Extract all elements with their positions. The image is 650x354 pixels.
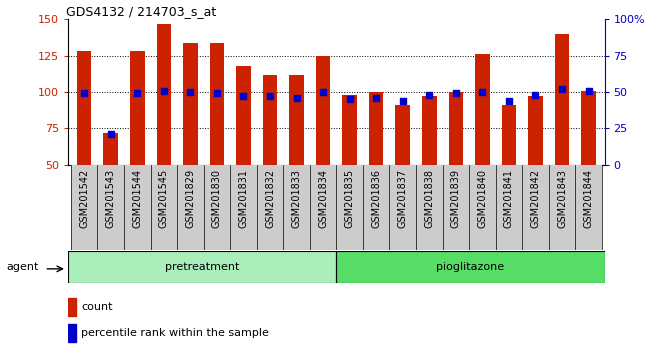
Point <box>477 89 488 95</box>
Text: percentile rank within the sample: percentile rank within the sample <box>81 328 269 338</box>
Text: GSM201542: GSM201542 <box>79 169 89 228</box>
Point <box>583 88 593 93</box>
Bar <box>77 51 92 165</box>
Bar <box>183 43 198 165</box>
Bar <box>337 165 363 250</box>
Text: GSM201830: GSM201830 <box>212 169 222 228</box>
Text: GSM201844: GSM201844 <box>584 169 593 228</box>
Text: GSM201842: GSM201842 <box>530 169 541 228</box>
Point <box>79 91 90 96</box>
Bar <box>575 165 602 250</box>
Bar <box>151 165 177 250</box>
Bar <box>363 165 389 250</box>
Bar <box>581 91 596 165</box>
Text: GSM201840: GSM201840 <box>477 169 488 228</box>
Bar <box>130 51 144 165</box>
Text: pretreatment: pretreatment <box>165 262 239 272</box>
Bar <box>98 165 124 250</box>
Bar <box>475 54 489 165</box>
Point <box>371 95 382 101</box>
Point <box>265 93 275 99</box>
Point <box>105 131 116 137</box>
Point <box>185 89 196 95</box>
Point <box>398 98 408 104</box>
Text: pioglitazone: pioglitazone <box>436 262 504 272</box>
Text: GSM201829: GSM201829 <box>185 169 196 228</box>
Text: GSM201837: GSM201837 <box>398 169 408 228</box>
Point <box>132 91 142 96</box>
Bar <box>395 105 410 165</box>
Text: GSM201834: GSM201834 <box>318 169 328 228</box>
Bar <box>283 165 310 250</box>
Bar <box>369 92 384 165</box>
Text: GDS4132 / 214703_s_at: GDS4132 / 214703_s_at <box>66 5 216 18</box>
Text: GSM201832: GSM201832 <box>265 169 275 228</box>
Bar <box>124 165 151 250</box>
Text: GSM201843: GSM201843 <box>557 169 567 228</box>
Bar <box>416 165 443 250</box>
Point <box>450 91 461 96</box>
Bar <box>209 43 224 165</box>
Text: GSM201543: GSM201543 <box>106 169 116 228</box>
Text: GSM201839: GSM201839 <box>451 169 461 228</box>
Text: GSM201835: GSM201835 <box>344 169 355 228</box>
Point <box>318 89 328 95</box>
Point <box>424 92 434 98</box>
Text: agent: agent <box>6 262 39 272</box>
Bar <box>522 165 549 250</box>
Bar <box>236 66 251 165</box>
Bar <box>203 165 230 250</box>
Bar <box>496 165 522 250</box>
Bar <box>422 96 437 165</box>
Text: count: count <box>81 302 112 312</box>
Point <box>239 93 249 99</box>
Bar <box>316 56 330 165</box>
Bar <box>68 298 76 316</box>
Bar <box>343 95 357 165</box>
Text: GSM201838: GSM201838 <box>424 169 434 228</box>
Bar <box>469 165 496 250</box>
Bar <box>257 165 283 250</box>
Text: GSM201836: GSM201836 <box>371 169 381 228</box>
Bar <box>554 34 569 165</box>
Bar <box>68 251 337 283</box>
Bar <box>157 24 171 165</box>
Text: GSM201841: GSM201841 <box>504 169 514 228</box>
Bar <box>502 105 516 165</box>
Bar <box>443 165 469 250</box>
Point <box>557 86 567 92</box>
Bar <box>103 133 118 165</box>
Text: GSM201833: GSM201833 <box>292 169 302 228</box>
Bar <box>230 165 257 250</box>
Point <box>344 96 355 102</box>
Bar <box>289 75 304 165</box>
Bar <box>337 251 604 283</box>
Point <box>530 92 541 98</box>
Bar <box>389 165 416 250</box>
Point <box>291 95 302 101</box>
Text: GSM201831: GSM201831 <box>239 169 248 228</box>
Bar <box>549 165 575 250</box>
Point <box>159 88 169 93</box>
Bar <box>528 96 543 165</box>
Point <box>504 98 514 104</box>
Bar <box>71 165 97 250</box>
Bar <box>448 92 463 165</box>
Bar <box>177 165 203 250</box>
Bar <box>68 324 76 342</box>
Text: GSM201544: GSM201544 <box>132 169 142 228</box>
Bar <box>310 165 337 250</box>
Point <box>212 91 222 96</box>
Text: GSM201545: GSM201545 <box>159 169 169 228</box>
Bar <box>263 75 278 165</box>
